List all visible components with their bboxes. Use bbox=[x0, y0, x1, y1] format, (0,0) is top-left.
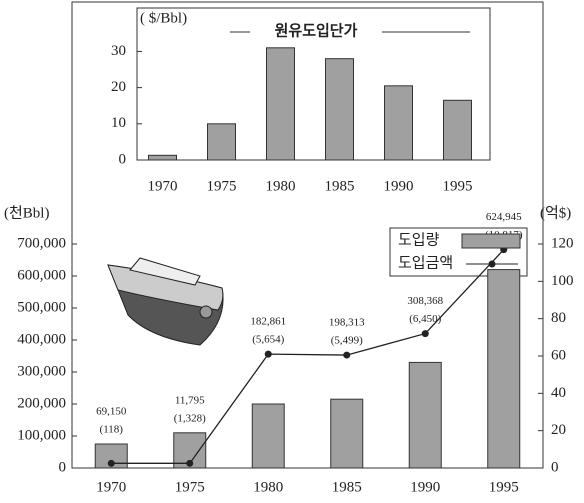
outer-frame bbox=[71, 1, 544, 469]
line bbox=[111, 249, 505, 464]
x-tick-label: 1980 bbox=[253, 479, 283, 495]
bar bbox=[443, 99, 472, 161]
y2-tick-label: 20 bbox=[551, 422, 566, 438]
bar bbox=[251, 403, 285, 469]
data-label: (5,499) bbox=[331, 335, 363, 347]
x-tick-label: 1995 bbox=[443, 178, 473, 194]
legend-label: 도입금액 bbox=[398, 254, 453, 271]
line-point bbox=[421, 330, 429, 338]
x-tick-label: 1985 bbox=[325, 178, 355, 194]
x-tick-label: 1985 bbox=[332, 479, 362, 495]
y-tick-label: 200,000 bbox=[17, 395, 66, 411]
bar bbox=[408, 361, 442, 469]
x-tick-label: 1995 bbox=[489, 479, 519, 495]
y-tick-label: 100,000 bbox=[17, 427, 66, 443]
legend-swatch bbox=[488, 260, 496, 268]
chart-title: 원유도입단가 bbox=[275, 22, 358, 39]
y2-tick-label: 80 bbox=[551, 310, 566, 326]
y2-tick-label: 120 bbox=[551, 235, 574, 251]
legend-swatch bbox=[461, 233, 521, 249]
data-label: 198,313 bbox=[329, 317, 365, 329]
bar bbox=[330, 398, 364, 469]
x-tick-label: 1990 bbox=[384, 178, 414, 194]
data-label: (5,654) bbox=[252, 334, 284, 346]
y-tick-label: 0 bbox=[59, 459, 67, 475]
y2-tick-label: 60 bbox=[551, 347, 566, 363]
bar bbox=[325, 58, 354, 161]
y-tick-label: 600,000 bbox=[17, 267, 66, 283]
legend-label: 도입량 bbox=[398, 231, 440, 248]
y2-tick-label: 100 bbox=[551, 273, 574, 289]
x-tick-label: 1975 bbox=[207, 178, 237, 194]
x-tick-label: 1975 bbox=[175, 479, 205, 495]
y2-tick-label: 0 bbox=[551, 459, 559, 475]
x-tick-label: 1980 bbox=[266, 178, 296, 194]
y-tick-label: 500,000 bbox=[17, 299, 66, 315]
x-tick-label: 1970 bbox=[148, 178, 178, 194]
top-frame bbox=[136, 7, 491, 161]
bar bbox=[207, 123, 236, 161]
data-label: 182,861 bbox=[250, 316, 286, 328]
x-tick-label: 1990 bbox=[410, 479, 440, 495]
line-point bbox=[107, 459, 115, 467]
data-label: (1,328) bbox=[174, 412, 206, 424]
y-tick-label: 0 bbox=[119, 151, 127, 167]
y-label: ( $/Bbl) bbox=[140, 10, 187, 26]
y-tick-label: 20 bbox=[111, 79, 126, 95]
y-tick-label: 300,000 bbox=[17, 363, 66, 379]
bar bbox=[487, 269, 521, 469]
bar bbox=[384, 85, 413, 161]
data-label: 11,795 bbox=[175, 394, 205, 406]
line-point bbox=[186, 459, 194, 467]
ship bbox=[107, 257, 224, 346]
data-label: (118) bbox=[100, 424, 124, 436]
y2-label: (억$) bbox=[540, 204, 571, 221]
y2-tick-label: 40 bbox=[551, 385, 566, 401]
y-label: (천Bbl) bbox=[4, 204, 49, 221]
x-tick-label: 1970 bbox=[96, 479, 126, 495]
y-tick-label: 400,000 bbox=[17, 331, 66, 347]
bar bbox=[266, 47, 295, 161]
data-label: 624,945 bbox=[486, 211, 522, 223]
data-label: 69,150 bbox=[96, 406, 127, 418]
data-label: (6,450) bbox=[409, 313, 441, 325]
line-point bbox=[264, 350, 272, 358]
data-label: 308,368 bbox=[407, 295, 443, 307]
bar bbox=[148, 154, 177, 161]
y-tick-label: 700,000 bbox=[17, 235, 66, 251]
y-tick-label: 10 bbox=[111, 115, 126, 131]
y-tick-label: 30 bbox=[111, 43, 126, 59]
line-point bbox=[343, 351, 351, 359]
